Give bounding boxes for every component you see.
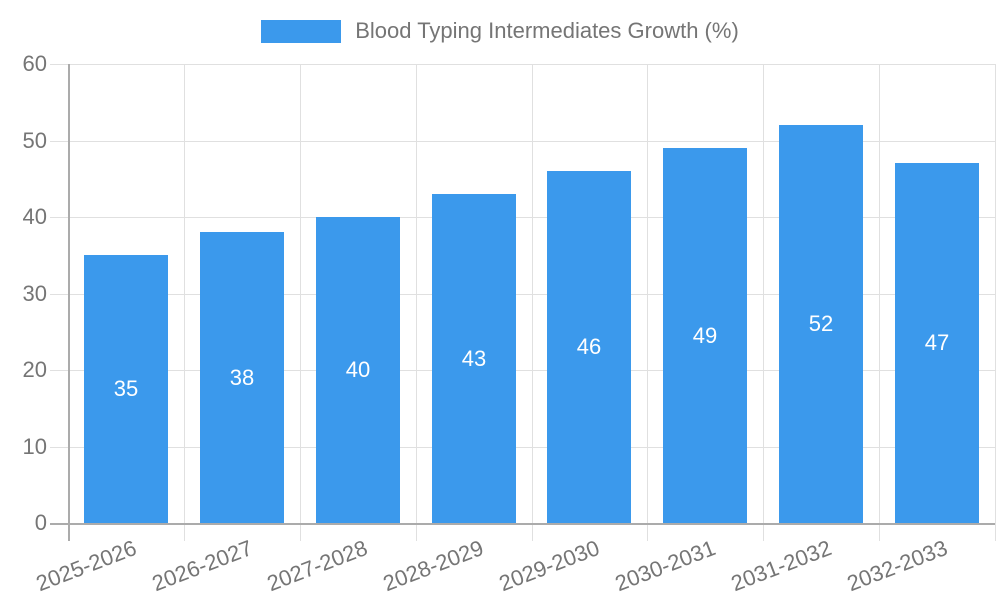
x-gridline	[184, 64, 185, 523]
bar-value-label: 35	[113, 376, 139, 401]
y-gridline	[50, 294, 995, 295]
bar-value-label: 46	[576, 334, 602, 359]
x-axis-tick	[879, 523, 880, 541]
x-axis-line	[50, 523, 995, 525]
y-gridline	[50, 370, 995, 371]
x-axis-tick	[532, 523, 533, 541]
legend-swatch	[261, 19, 342, 43]
x-axis-tick	[995, 523, 996, 541]
x-axis-category-label: 2029-2030	[495, 535, 604, 597]
x-axis-category-label: 2027-2028	[264, 535, 372, 597]
bar-value-label: 38	[229, 365, 255, 390]
bar[interactable]	[547, 171, 631, 523]
chart-legend[interactable]: Blood Typing Intermediates Growth (%)	[0, 18, 1000, 44]
bar[interactable]	[432, 194, 516, 523]
bar-value-label: 49	[692, 323, 718, 348]
bar-value-label: 43	[461, 346, 487, 371]
x-gridline	[763, 64, 764, 523]
x-axis-category-label: 2028-2029	[379, 535, 488, 597]
x-axis-category-label: 2030-2031	[611, 535, 719, 597]
y-gridline	[50, 217, 995, 218]
y-axis-tick-label: 60	[22, 51, 47, 76]
y-axis-line	[68, 64, 70, 541]
x-gridline	[879, 64, 880, 523]
x-gridline	[532, 64, 533, 523]
x-axis-tick	[647, 523, 648, 541]
x-gridline	[995, 64, 996, 523]
x-axis-category-label: 2025-2026	[32, 535, 140, 597]
bar[interactable]	[316, 217, 400, 523]
y-axis-tick-label: 40	[22, 204, 47, 229]
y-gridline	[50, 447, 995, 448]
bar[interactable]	[200, 232, 284, 523]
bar-value-label: 47	[924, 330, 950, 355]
bar[interactable]	[779, 125, 863, 523]
x-axis-tick	[300, 523, 301, 541]
bar-value-label: 40	[345, 357, 371, 382]
y-axis-tick-label: 20	[22, 357, 47, 382]
y-axis-tick-label: 50	[22, 128, 47, 153]
y-axis-tick-label: 30	[22, 281, 47, 306]
x-axis-category-label: 2026-2027	[148, 535, 256, 597]
x-gridline	[416, 64, 417, 523]
x-axis-tick	[416, 523, 417, 541]
bar-value-label: 52	[808, 311, 834, 336]
bar[interactable]	[84, 255, 168, 523]
y-axis-tick-label: 0	[34, 510, 47, 535]
y-axis-tick-label: 10	[22, 434, 47, 459]
y-gridline	[50, 64, 995, 65]
x-gridline	[300, 64, 301, 523]
legend-label: Blood Typing Intermediates Growth (%)	[355, 18, 739, 43]
x-axis-category-label: 2032-2033	[843, 535, 951, 597]
y-gridline	[50, 141, 995, 142]
x-axis-category-label: 2031-2032	[727, 535, 835, 597]
bar[interactable]	[895, 163, 979, 523]
x-axis-tick	[184, 523, 185, 541]
x-axis-tick	[763, 523, 764, 541]
bar[interactable]	[663, 148, 747, 523]
x-gridline	[647, 64, 648, 523]
